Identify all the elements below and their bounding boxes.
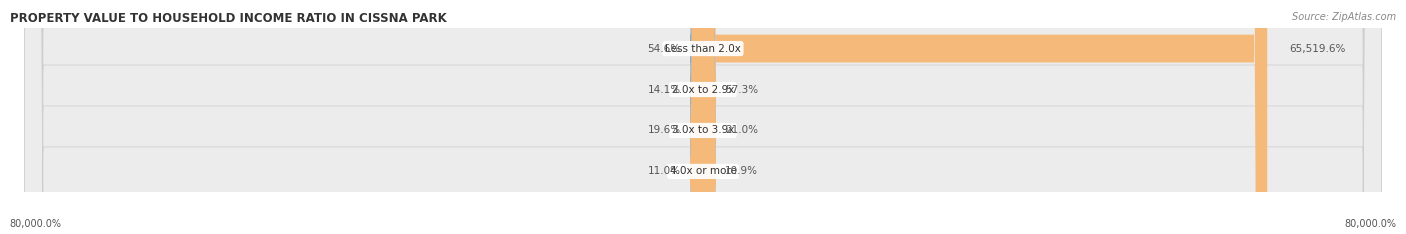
Text: 65,519.6%: 65,519.6% — [1289, 44, 1346, 54]
FancyBboxPatch shape — [690, 0, 716, 234]
FancyBboxPatch shape — [690, 0, 716, 234]
Text: 54.6%: 54.6% — [647, 44, 681, 54]
FancyBboxPatch shape — [24, 0, 1382, 234]
Text: 19.6%: 19.6% — [648, 125, 681, 135]
FancyBboxPatch shape — [690, 0, 716, 234]
FancyBboxPatch shape — [690, 0, 716, 234]
Text: 21.0%: 21.0% — [725, 125, 758, 135]
FancyBboxPatch shape — [24, 0, 1382, 234]
Text: Source: ZipAtlas.com: Source: ZipAtlas.com — [1292, 12, 1396, 22]
FancyBboxPatch shape — [690, 0, 716, 234]
Text: 10.9%: 10.9% — [725, 166, 758, 176]
Text: 2.0x to 2.9x: 2.0x to 2.9x — [672, 84, 734, 95]
Text: 3.0x to 3.9x: 3.0x to 3.9x — [672, 125, 734, 135]
Text: 80,000.0%: 80,000.0% — [10, 219, 62, 229]
FancyBboxPatch shape — [690, 0, 716, 234]
Text: 11.0%: 11.0% — [648, 166, 681, 176]
Text: PROPERTY VALUE TO HOUSEHOLD INCOME RATIO IN CISSNA PARK: PROPERTY VALUE TO HOUSEHOLD INCOME RATIO… — [10, 12, 447, 25]
FancyBboxPatch shape — [24, 0, 1382, 234]
Text: 4.0x or more: 4.0x or more — [669, 166, 737, 176]
FancyBboxPatch shape — [690, 0, 716, 234]
Text: 57.3%: 57.3% — [725, 84, 759, 95]
FancyBboxPatch shape — [703, 0, 1267, 234]
FancyBboxPatch shape — [24, 0, 1382, 234]
Text: 14.1%: 14.1% — [648, 84, 681, 95]
Text: 80,000.0%: 80,000.0% — [1344, 219, 1396, 229]
Text: Less than 2.0x: Less than 2.0x — [665, 44, 741, 54]
